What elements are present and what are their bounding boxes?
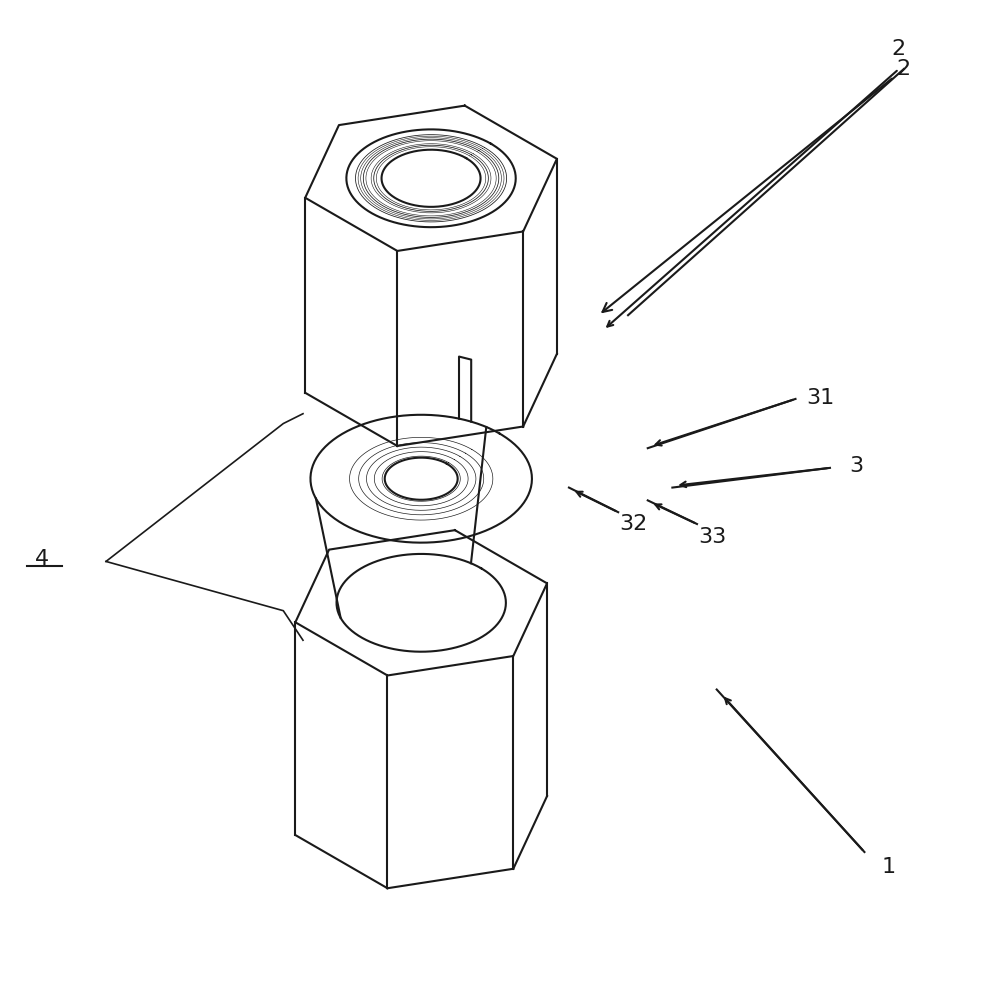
Text: 33: 33 [699,527,727,547]
Text: 2: 2 [602,59,911,312]
Text: 1: 1 [882,857,896,877]
Text: 4: 4 [35,550,49,569]
Text: 3: 3 [850,456,864,476]
Text: 31: 31 [806,388,834,408]
Text: 32: 32 [619,514,647,534]
Text: 2: 2 [892,39,906,59]
